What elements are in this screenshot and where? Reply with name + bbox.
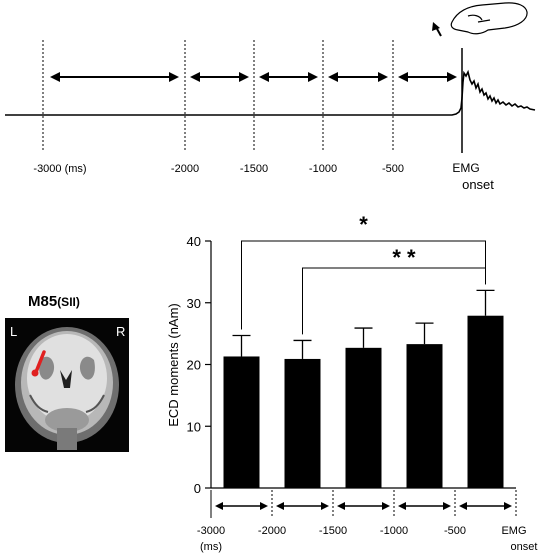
brain-panel: M85(SII) L R — [5, 293, 129, 452]
x-interval-arrowhead — [337, 502, 345, 510]
lift-arrow-icon — [432, 22, 442, 37]
x-interval-arrowhead — [215, 502, 223, 510]
brain-title-sub: (SII) — [57, 295, 80, 309]
y-tick-label: 10 — [187, 419, 201, 434]
left-hemisphere-label: L — [10, 324, 17, 339]
emg-trace — [5, 69, 536, 116]
significance-label: * * — [392, 245, 416, 270]
bars — [223, 315, 504, 488]
x-unit-label: (ms) — [200, 541, 222, 553]
hand-icon — [450, 2, 528, 35]
time-label-1500: -1500 — [240, 163, 268, 175]
x-interval-arrowhead — [276, 502, 284, 510]
interval-arrowheads — [50, 72, 457, 82]
x-emg-label: EMG — [501, 525, 526, 537]
x-onset-label: onset — [511, 541, 538, 553]
bar-chart: ECD moments (nAm) 0 10 20 30 40 * * * -3000 -2… — [166, 212, 537, 553]
x-interval-arrowhead — [398, 502, 406, 510]
x-interval-arrowhead — [260, 502, 268, 510]
significance-bracket — [241, 240, 486, 330]
top-panel: -3000 (ms) -2000 -1500 -1000 -500 EMG on… — [5, 2, 536, 192]
right-hemisphere-label: R — [116, 324, 125, 339]
y-axis-label: ECD moments (nAm) — [166, 303, 181, 427]
x-tick-label: -1500 — [319, 525, 347, 537]
x-interval-arrowhead — [504, 502, 512, 510]
time-label-1000: -1000 — [309, 163, 337, 175]
x-interval-arrowhead — [443, 502, 451, 510]
x-interval-arrows — [210, 490, 517, 518]
y-tick-label: 30 — [187, 296, 201, 311]
y-ticks: 0 10 20 30 40 — [187, 234, 211, 496]
time-label-500: -500 — [382, 163, 404, 175]
y-tick-label: 0 — [194, 481, 201, 496]
time-label-2000: -2000 — [171, 163, 199, 175]
error-bars — [232, 289, 495, 359]
emg-label: EMG — [452, 161, 479, 175]
dipole-marker — [31, 350, 46, 377]
y-tick-label: 20 — [187, 358, 201, 373]
x-tick-label: -500 — [444, 525, 466, 537]
x-interval-arrowhead — [459, 502, 467, 510]
bar — [467, 315, 504, 488]
significance-brackets: * * * — [241, 212, 486, 335]
x-tick-label: -3000 — [197, 525, 225, 537]
brain-title-main: M85 — [28, 293, 57, 310]
bar — [284, 358, 321, 488]
y-tick-label: 40 — [187, 234, 201, 249]
x-interval-arrowhead — [382, 502, 390, 510]
x-tick-label: -2000 — [258, 525, 286, 537]
brain-panel-title: M85(SII) — [28, 293, 80, 310]
bar — [345, 347, 382, 488]
bar — [406, 344, 443, 488]
x-interval-arrowhead — [321, 502, 329, 510]
x-tick-labels: -3000 -2000 -1500 -1000 -500 (ms) EMG onset — [197, 525, 538, 553]
onset-label: onset — [462, 177, 494, 192]
bar — [223, 356, 260, 488]
x-tick-label: -1000 — [380, 525, 408, 537]
time-label-3000: -3000 (ms) — [33, 163, 86, 175]
significance-bracket — [302, 267, 486, 335]
mri-brain-slice — [15, 327, 119, 450]
significance-label: * — [359, 212, 368, 237]
